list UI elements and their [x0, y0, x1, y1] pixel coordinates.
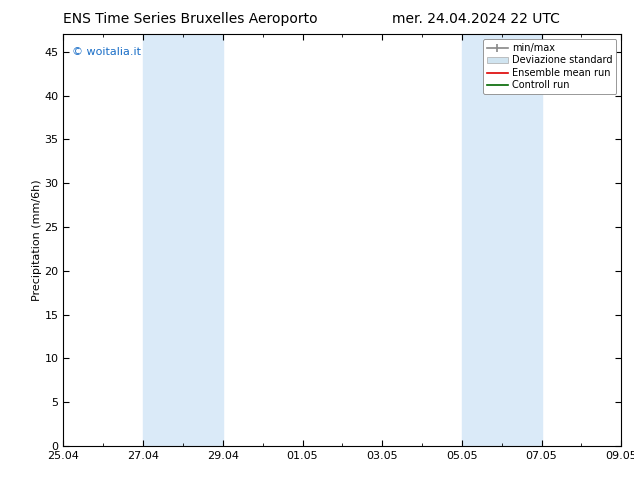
- Text: mer. 24.04.2024 22 UTC: mer. 24.04.2024 22 UTC: [392, 12, 559, 26]
- Bar: [462, 34, 541, 446]
- Legend: min/max, Deviazione standard, Ensemble mean run, Controll run: min/max, Deviazione standard, Ensemble m…: [483, 39, 616, 94]
- Y-axis label: Precipitation (mm/6h): Precipitation (mm/6h): [32, 179, 42, 301]
- Text: © woitalia.it: © woitalia.it: [72, 47, 141, 57]
- Text: ENS Time Series Bruxelles Aeroporto: ENS Time Series Bruxelles Aeroporto: [63, 12, 318, 26]
- Bar: [143, 34, 223, 446]
